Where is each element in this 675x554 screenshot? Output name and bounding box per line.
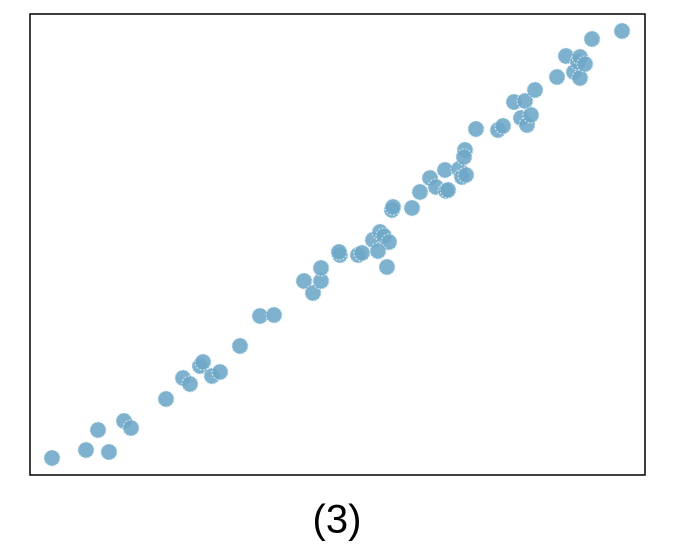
- point: [526, 81, 544, 99]
- point: [312, 272, 330, 290]
- point: [100, 443, 118, 461]
- point: [89, 421, 107, 439]
- point: [312, 259, 330, 277]
- chart-title: (3): [313, 498, 362, 542]
- point: [251, 307, 269, 325]
- point: [231, 337, 249, 355]
- point: [330, 243, 348, 261]
- point: [613, 22, 631, 40]
- point: [403, 199, 421, 217]
- point: [516, 92, 534, 110]
- point: [304, 284, 322, 302]
- point: [548, 68, 566, 86]
- point: [494, 117, 512, 135]
- point: [436, 161, 454, 179]
- point: [411, 183, 429, 201]
- point: [369, 242, 387, 260]
- point: [576, 55, 594, 73]
- point: [384, 198, 402, 216]
- point: [122, 419, 140, 437]
- point: [353, 244, 371, 262]
- point: [77, 441, 95, 459]
- point: [194, 353, 212, 371]
- point: [43, 449, 61, 467]
- point: [265, 306, 283, 324]
- point: [571, 69, 589, 87]
- point: [181, 375, 199, 393]
- point: [157, 390, 175, 408]
- point: [467, 120, 485, 138]
- point: [522, 106, 540, 124]
- point: [380, 233, 398, 251]
- point: [378, 258, 396, 276]
- point: [439, 181, 457, 199]
- point: [211, 363, 229, 381]
- point: [457, 166, 475, 184]
- point: [455, 148, 473, 166]
- point: [583, 30, 601, 48]
- point: [295, 272, 313, 290]
- plot-frame: [29, 13, 646, 476]
